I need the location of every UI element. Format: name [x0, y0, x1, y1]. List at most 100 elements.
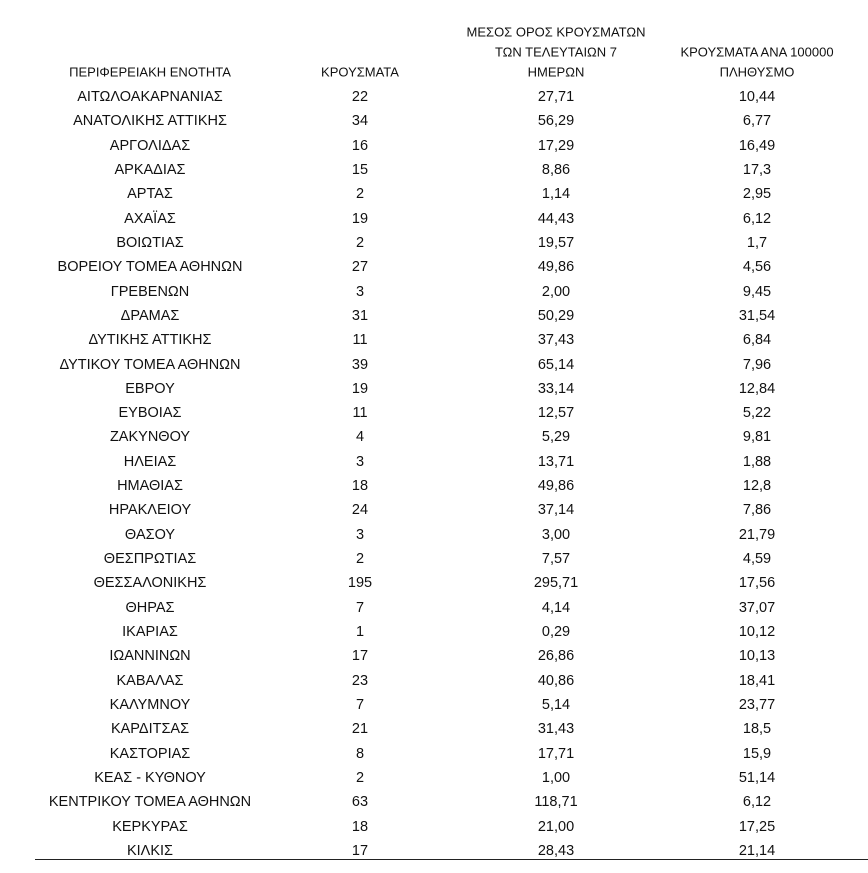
table-cell: 1,14 [541, 186, 571, 203]
region-name: ΕΒΡΟΥ [125, 380, 175, 397]
table-cell: 27 [351, 259, 369, 276]
table-cell: 28,43 [537, 842, 575, 859]
table-cell: 23 [351, 672, 369, 689]
bottom-rule [35, 859, 868, 860]
region-name: ΘΑΣΟΥ [124, 526, 176, 543]
region-name: ΘΕΣΣΑΛΟΝΙΚΗΣ [93, 575, 207, 592]
region-name: ΑΙΤΩΛΟΑΚΑΡΝΑΝΙΑΣ [77, 89, 223, 105]
table-cell: 21,00 [537, 818, 575, 835]
table-cell: 37,43 [537, 332, 575, 349]
table-cell: 295,71 [533, 575, 579, 592]
table-cell: 2,95 [742, 186, 772, 203]
region-name: ΒΟΡΕΙΟΥ ΤΟΜΕΑ ΑΘΗΝΩΝ [57, 259, 243, 276]
table-cell: 27,71 [537, 89, 575, 105]
table-cell: 24 [351, 502, 369, 519]
table-cell: 18 [351, 478, 369, 495]
table-cell: 17,25 [738, 818, 776, 835]
table-cell: 1,7 [746, 234, 768, 251]
region-name: ΔΡΑΜΑΣ [120, 307, 180, 324]
table-cell: 21,14 [738, 842, 776, 859]
table-cell: 49,86 [537, 259, 575, 276]
table-cell: 18,41 [738, 672, 776, 689]
table-cell: 2 [355, 551, 365, 568]
table-cell: 4,59 [742, 551, 772, 568]
region-name: ΓΡΕΒΕΝΩΝ [110, 283, 190, 300]
table-cell: 51,14 [738, 769, 776, 786]
table-cell: 7,86 [742, 502, 772, 519]
region-name: ΚΕΑΣ - ΚΥΘΝΟΥ [94, 769, 206, 786]
table-cell: 1,88 [742, 453, 772, 470]
table-cell: 7,57 [541, 551, 571, 568]
region-name: ΙΚΑΡΙΑΣ [122, 624, 178, 641]
region-name: ΗΜΑΘΙΑΣ [117, 478, 183, 495]
region-name: ΚΑΛΥΜΝΟΥ [109, 697, 191, 713]
table-cell: 2,00 [541, 283, 571, 300]
table-cell: 8 [355, 745, 365, 762]
table-cell: 2 [355, 186, 365, 203]
table-cell: 7 [355, 697, 365, 713]
table-cell: 5,14 [541, 697, 571, 713]
table-cell: 22 [351, 89, 369, 105]
region-name: ΑΝΑΤΟΛΙΚΗΣ ΑΤΤΙΚΗΣ [73, 113, 227, 130]
table-cell: 16 [351, 137, 369, 154]
region-name: ΚΑΣΤΟΡΙΑΣ [109, 745, 191, 762]
column-header: ΜΕΣΟΣ ΟΡΟΣ ΚΡΟΥΣΜΑΤΩΝ [466, 24, 646, 40]
table-cell: 11 [352, 332, 368, 349]
region-name: ΑΡΓΟΛΙΔΑΣ [109, 137, 191, 154]
table-cell: 17,3 [742, 161, 772, 178]
table-cell: 63 [351, 794, 369, 811]
column-header: ΚΡΟΥΣΜΑΤΑ ΑΝΑ 100000 [680, 44, 834, 60]
region-name: ΚΕΝΤΡΙΚΟΥ ΤΟΜΕΑ ΑΘΗΝΩΝ [48, 794, 252, 811]
table-cell: 10,44 [738, 89, 776, 105]
table-cell: 12,84 [738, 380, 776, 397]
table-cell: 33,14 [537, 380, 575, 397]
region-name: ΚΙΛΚΙΣ [126, 842, 174, 859]
table-cell: 21 [351, 721, 369, 738]
region-name: ΒΟΙΩΤΙΑΣ [116, 234, 184, 251]
table-cell: 26,86 [537, 648, 575, 665]
table-cell: 118,71 [534, 794, 578, 811]
table-cell: 18 [351, 818, 369, 835]
region-name: ΗΡΑΚΛΕΙΟΥ [108, 502, 192, 519]
table-cell: 34 [351, 113, 369, 130]
table-cell: 7 [355, 599, 365, 616]
region-name: ΘΕΣΠΡΩΤΙΑΣ [103, 551, 197, 568]
region-name: ΚΑΡΔΙΤΣΑΣ [110, 721, 190, 738]
table-cell: 6,84 [742, 332, 772, 349]
table-cell: 9,81 [742, 429, 772, 446]
table-cell: 9,45 [742, 283, 772, 300]
table-cell: 1 [355, 624, 365, 641]
table-cell: 40,86 [537, 672, 575, 689]
table-cell: 16,49 [738, 137, 776, 154]
column-header: ΠΕΡΙΦΕΡΕΙΑΚΗ ΕΝΟΤΗΤΑ [69, 64, 231, 80]
table-cell: 5,22 [742, 405, 772, 422]
column-header: ΠΛΗΘΥΣΜΟ [719, 64, 795, 80]
table-cell: 12,57 [537, 405, 575, 422]
table-cell: 37,14 [537, 502, 575, 519]
table-cell: 3 [355, 283, 365, 300]
table-cell: 6,12 [742, 210, 772, 227]
column-header: ΚΡΟΥΣΜΑΤΑ [321, 64, 399, 80]
table-cell: 17,56 [738, 575, 776, 592]
column-header: ΤΩΝ ΤΕΛΕΥΤΑΙΩΝ 7 [494, 44, 618, 60]
table-cell: 21,79 [738, 526, 776, 543]
region-name: ΔΥΤΙΚΗΣ ΑΤΤΙΚΗΣ [88, 332, 212, 349]
table-cell: 11 [352, 405, 368, 422]
table-cell: 13,71 [537, 453, 575, 470]
table-cell: 0,29 [541, 624, 571, 641]
table-cell: 17,71 [537, 745, 575, 762]
table-cell: 37,07 [738, 599, 776, 616]
region-name: ΑΧΑΪΑΣ [124, 210, 176, 227]
table-cell: 31,54 [738, 307, 776, 324]
table-cell: 31,43 [537, 721, 575, 738]
table-cell: 56,29 [537, 113, 575, 130]
table-cell: 50,29 [537, 307, 575, 324]
table-cell: 4,56 [742, 259, 772, 276]
table-cell: 19 [351, 380, 369, 397]
region-name: ΔΥΤΙΚΟΥ ΤΟΜΕΑ ΑΘΗΝΩΝ [59, 356, 241, 373]
region-name: ΑΡΤΑΣ [127, 186, 173, 203]
table-cell: 10,13 [738, 648, 776, 665]
table-cell: 195 [347, 575, 373, 592]
table-cell: 2 [355, 769, 365, 786]
